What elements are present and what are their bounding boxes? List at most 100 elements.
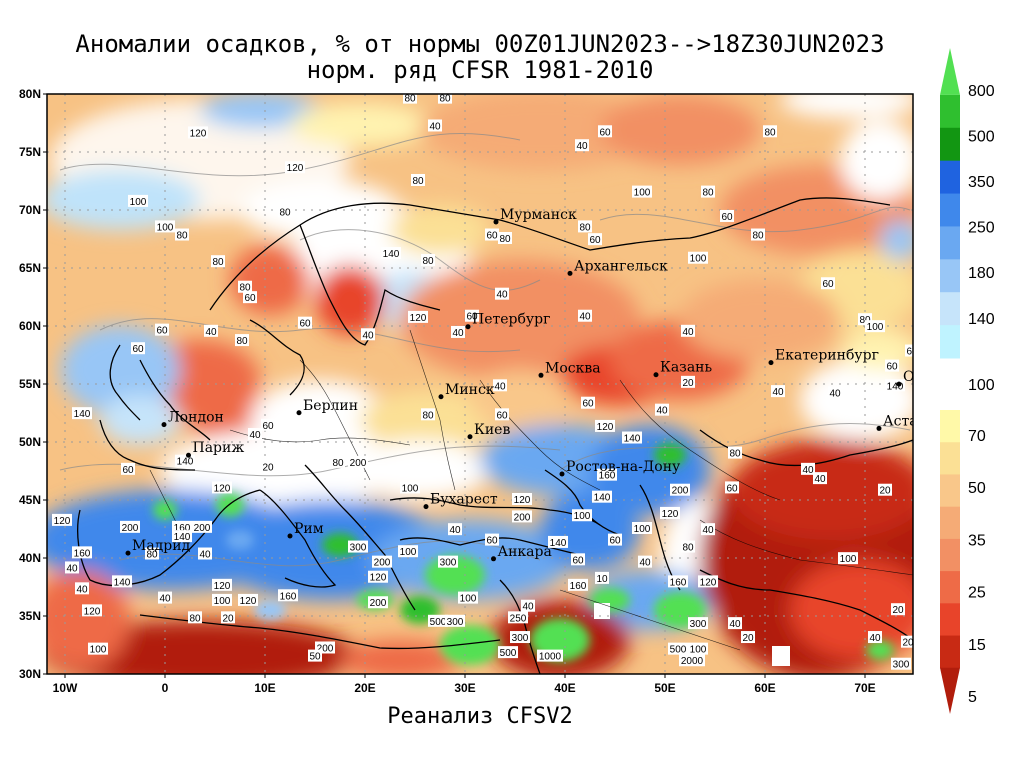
svg-text:160: 160 xyxy=(280,591,297,602)
svg-text:60: 60 xyxy=(496,410,508,421)
contour-label: 80 xyxy=(751,228,765,242)
lon-label: 30E xyxy=(454,681,475,695)
colorbar-swatch xyxy=(940,635,960,669)
contour-label: 60 xyxy=(495,408,509,421)
svg-text:60: 60 xyxy=(132,344,144,355)
contour-label: 100 xyxy=(398,545,418,558)
svg-text:200: 200 xyxy=(194,523,211,534)
contour-label: 300 xyxy=(445,614,465,628)
svg-text:100: 100 xyxy=(402,483,419,494)
contour-label: 60 xyxy=(598,125,612,138)
contour-label: 80 xyxy=(681,540,695,554)
svg-text:80: 80 xyxy=(764,127,776,138)
contour-label: 80 xyxy=(763,125,777,138)
contour-label: 60 xyxy=(298,316,312,330)
svg-text:120: 120 xyxy=(287,163,304,174)
contour-label: 200 xyxy=(192,520,212,534)
contour-label: 80 xyxy=(211,255,225,268)
contour-label: 80 xyxy=(278,205,292,218)
contour-label: 200 xyxy=(368,596,388,609)
city-marker: Москва xyxy=(538,360,601,378)
city-marker: Архангельск xyxy=(567,258,668,276)
contour-label: 300 xyxy=(891,657,911,671)
colorbar: 800 500 350 250 180 140 100 70 50 35 25 15 5 xyxy=(940,48,995,714)
svg-text:20: 20 xyxy=(262,463,274,474)
svg-text:80: 80 xyxy=(439,94,451,105)
contour-label: 120 xyxy=(238,593,258,607)
colorbar-tick: 250 xyxy=(968,220,995,237)
colorbar-swatch xyxy=(940,127,960,162)
svg-text:140: 140 xyxy=(624,434,641,445)
contour-label: 80 xyxy=(438,94,452,105)
contour-label: 200 xyxy=(120,520,140,534)
contour-label: 140 xyxy=(112,575,132,588)
svg-text:Анкара: Анкара xyxy=(498,544,552,560)
lon-label: 0 xyxy=(162,681,169,695)
missing-data-cell xyxy=(594,603,610,619)
contour-label: 50 xyxy=(308,649,322,663)
svg-text:Петербург: Петербург xyxy=(472,312,550,328)
svg-text:60: 60 xyxy=(822,279,834,290)
map-subtitle: норм. ряд CFSR 1981-2010 xyxy=(306,56,654,84)
lon-label: 50E xyxy=(654,681,675,695)
contour-label: 60 xyxy=(581,396,595,410)
colorbar-tick: 100 xyxy=(968,377,995,394)
svg-text:Париж: Париж xyxy=(193,440,245,456)
colorbar-swatch xyxy=(940,48,960,95)
svg-text:300: 300 xyxy=(690,619,707,630)
city-marker: Екатеринбург xyxy=(768,348,879,366)
svg-text:120: 120 xyxy=(514,495,531,506)
svg-text:140: 140 xyxy=(550,538,567,549)
svg-text:100: 100 xyxy=(460,594,477,605)
contour-label: 20 xyxy=(891,603,905,616)
contour-label: 60 xyxy=(131,342,145,355)
contour-label: 60 xyxy=(905,344,913,358)
svg-text:60: 60 xyxy=(582,399,594,410)
svg-text:100: 100 xyxy=(214,596,231,607)
contour-label: 60 xyxy=(608,533,622,547)
svg-text:60: 60 xyxy=(244,293,256,304)
lat-label: 80N xyxy=(19,87,41,101)
city-marker: Лондон xyxy=(161,410,224,428)
contour-label: 80 xyxy=(421,254,435,267)
contour-label: 80 xyxy=(421,408,435,421)
svg-text:20: 20 xyxy=(222,613,234,624)
contour-label: 100 xyxy=(865,320,885,333)
contour-label: 100 xyxy=(212,593,232,607)
contour-label: 80 xyxy=(411,174,425,187)
svg-text:100: 100 xyxy=(690,254,707,265)
colorbar-tick: 350 xyxy=(968,174,995,191)
svg-text:300: 300 xyxy=(893,660,910,671)
svg-text:20: 20 xyxy=(902,638,914,649)
contour-label: 200 xyxy=(348,455,368,469)
svg-text:500: 500 xyxy=(670,645,687,656)
colorbar-tick: 35 xyxy=(968,532,986,549)
contour-label: 140 xyxy=(72,407,92,420)
contour-label: 40 xyxy=(361,328,375,341)
contour-label: 100 xyxy=(155,220,175,233)
contour-label: 80 xyxy=(331,455,345,469)
contour-label: 40 xyxy=(248,428,262,441)
contour-label: 100 xyxy=(458,591,478,605)
contour-label: 20 xyxy=(261,460,275,474)
missing-data-cell xyxy=(772,646,790,666)
contour-label: 20 xyxy=(741,631,755,644)
contour-label: 120 xyxy=(212,578,232,592)
svg-text:40: 40 xyxy=(829,388,841,399)
svg-text:Ростов-на-Дону: Ростов-на-Дону xyxy=(566,459,681,475)
svg-text:120: 120 xyxy=(370,573,387,584)
contour-label: 140 xyxy=(885,379,905,392)
contour-label: 120 xyxy=(188,126,208,139)
svg-text:50: 50 xyxy=(309,652,321,663)
contour-label: 60 xyxy=(155,323,169,337)
colorbar-swatch xyxy=(940,325,960,359)
svg-text:60: 60 xyxy=(299,319,311,330)
lon-label: 60E xyxy=(754,681,775,695)
contour-label: 160 xyxy=(172,520,192,534)
svg-text:40: 40 xyxy=(199,550,211,561)
contour-label: 120 xyxy=(698,575,718,588)
svg-text:60: 60 xyxy=(599,127,611,138)
contour-label: 120 xyxy=(52,513,72,527)
svg-text:Киев: Киев xyxy=(474,422,510,438)
svg-text:100: 100 xyxy=(574,511,591,522)
